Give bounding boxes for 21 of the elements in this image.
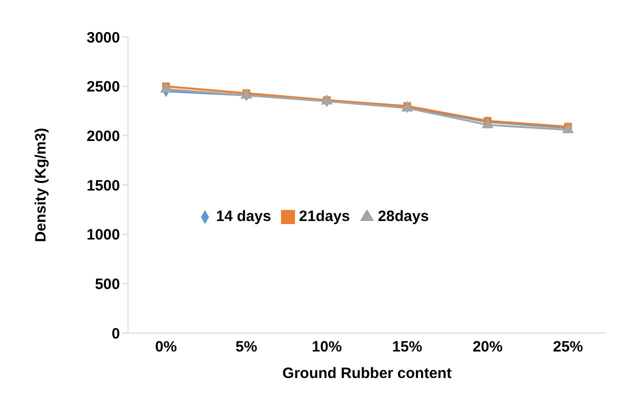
legend-label: 28days <box>378 208 429 225</box>
y-tick-label: 2500 <box>86 78 120 96</box>
y-tick-label: 0 <box>112 325 120 342</box>
y-tick-label: 1500 <box>86 177 120 194</box>
point <box>562 122 574 134</box>
x-tick-label: 20% <box>472 338 503 356</box>
y-tick-label: 1000 <box>86 226 120 244</box>
legend-label: 14 days <box>216 208 272 225</box>
y-tick-label: 2000 <box>86 128 120 145</box>
y-tick-label: 3000 <box>86 29 120 46</box>
point <box>160 82 172 93</box>
x-tick-label: 5% <box>236 338 258 356</box>
x-tick-label: 10% <box>312 338 342 356</box>
point <box>482 118 494 128</box>
x-axis-title: Ground Rubber content <box>282 365 452 382</box>
y-tick-label: 500 <box>94 276 120 293</box>
legend-label: 21days <box>299 208 350 225</box>
x-tick-label: 0% <box>155 338 177 356</box>
x-tick-label: 15% <box>392 338 422 356</box>
y-axis-title: Density (Kg/m3) <box>32 128 50 242</box>
x-tick-label: 25% <box>552 338 584 356</box>
